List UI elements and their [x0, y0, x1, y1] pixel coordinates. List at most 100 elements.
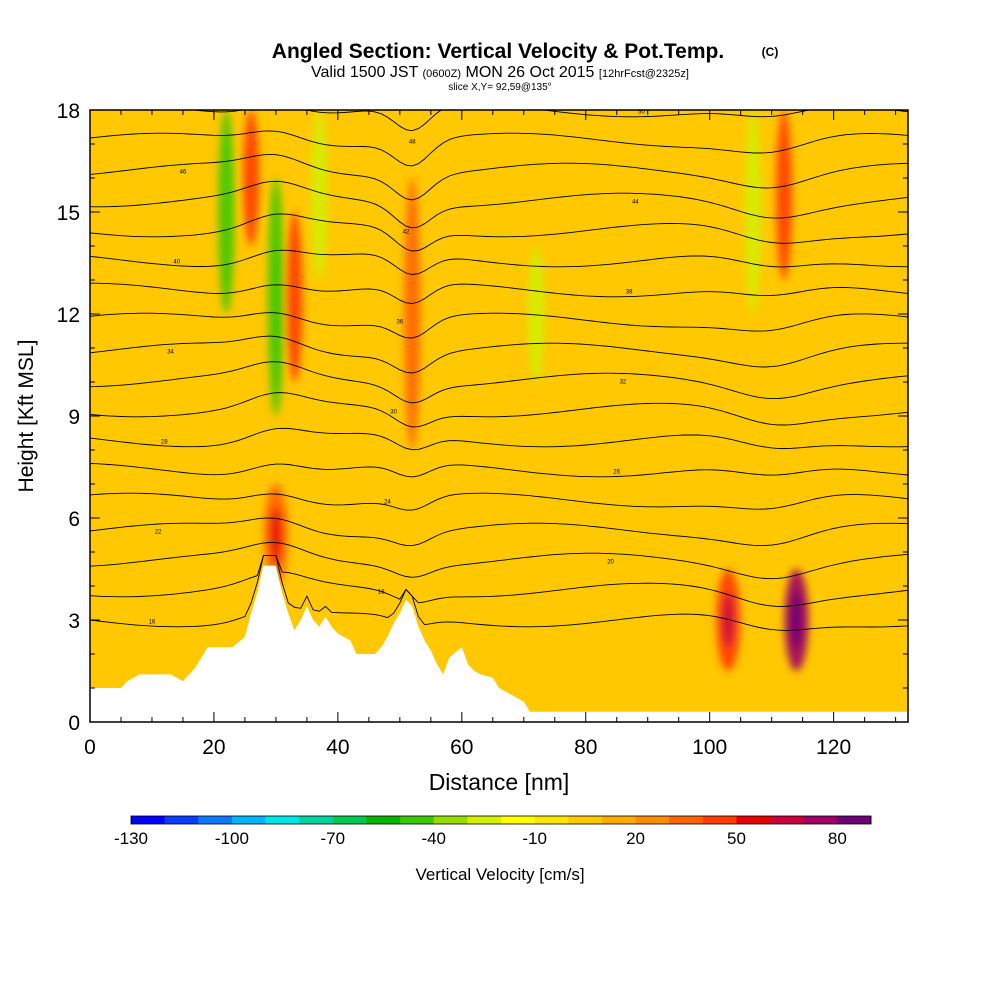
theta-contour-32	[90, 361, 908, 404]
colorbar-swatch	[231, 816, 267, 824]
x-tick-label: 100	[692, 736, 727, 759]
colorbar-swatch	[837, 816, 872, 824]
colorbar-swatch	[568, 816, 603, 824]
slice-label: slice X,Y= 92,59@135°	[448, 82, 551, 93]
colorbar-swatch	[164, 816, 199, 824]
velocity-features	[218, 110, 809, 671]
theta-contour-label: 48	[409, 139, 416, 145]
x-tick-label: 80	[574, 736, 597, 759]
colorbar-swatch	[265, 816, 300, 824]
colorbar-tick-label: -100	[215, 829, 249, 848]
y-tick-label: 3	[68, 610, 80, 633]
colorbar-tick-label: -70	[321, 829, 346, 848]
theta-contour-22	[90, 517, 908, 547]
y-tick-label: 15	[57, 202, 80, 225]
colorbar-swatch	[131, 816, 166, 824]
subtitle-date: MON 26 Oct 2015	[466, 64, 595, 81]
theta-contour-28	[90, 427, 908, 451]
x-tick-label: 20	[202, 736, 225, 759]
theta-contour-30	[90, 392, 908, 428]
theta-contour-label: 20	[607, 559, 614, 565]
theta-contour-label: 32	[620, 379, 627, 385]
theta-contour-label: 50	[638, 109, 645, 115]
velocity-feature-7	[745, 110, 762, 314]
theta-contour-36	[90, 312, 908, 339]
velocity-feature-core-9	[269, 506, 282, 564]
colorbar-swatch	[332, 816, 367, 824]
colorbar-frame	[130, 815, 872, 825]
colorbar-tick-label: 20	[626, 829, 645, 848]
theta-contour-label: 22	[155, 529, 162, 535]
theta-contour-label: 46	[180, 169, 187, 175]
velocity-field	[90, 110, 908, 722]
x-tick-label: 60	[450, 736, 473, 759]
colorbar-tick-label: 80	[828, 829, 847, 848]
velocity-feature-core-11	[790, 591, 803, 649]
theta-contour-label: 16	[149, 619, 156, 625]
colorbar-tick-label: 50	[727, 829, 746, 848]
theta-contour-label: 30	[390, 409, 397, 415]
theta-contour-16	[90, 554, 908, 631]
chart-title-unit: (C)	[762, 45, 779, 59]
colorbar-swatch	[198, 816, 233, 824]
x-tick-label: 40	[326, 736, 349, 759]
y-tick-label: 9	[68, 406, 80, 429]
y-tick-label: 6	[68, 508, 80, 531]
theta-contour-26	[90, 463, 908, 478]
colorbar-tick-label: -130	[114, 829, 148, 848]
colorbar-swatch	[433, 816, 468, 824]
colorbar-swatch	[601, 816, 637, 824]
colorbar-swatch	[702, 816, 737, 824]
velocity-feature-4	[311, 110, 328, 280]
theta-contour-40	[90, 249, 908, 275]
theta-contour-label: 24	[384, 499, 391, 505]
theta-contour-18	[90, 554, 908, 607]
theta-contour-label: 18	[378, 589, 385, 595]
colorbar-swatch	[299, 816, 334, 824]
theta-contour-label: 42	[403, 229, 410, 235]
theta-contour-48	[90, 130, 908, 167]
colorbar-swatch	[803, 816, 838, 824]
colorbar-swatch	[467, 816, 502, 824]
colorbar: -130 -100 -70 -40 -10 20 50 80	[114, 815, 872, 848]
subtitle-utc: (0600Z)	[423, 68, 462, 80]
velocity-feature-6	[528, 246, 545, 382]
y-axis-label: Height [Kft MSL]	[15, 340, 38, 493]
theta-contour-label: 26	[613, 469, 620, 475]
x-tick-label: 0	[84, 736, 96, 759]
theta-contour-label: 36	[397, 319, 404, 325]
colorbar-swatch	[736, 816, 771, 824]
colorbar-swatch	[534, 816, 569, 824]
theta-contour-20	[90, 542, 908, 580]
colorbar-swatch	[770, 816, 805, 824]
velocity-feature-0	[218, 110, 235, 314]
subtitle-valid: Valid 1500 JST	[311, 64, 419, 81]
colorbar-label: Vertical Velocity [cm/s]	[415, 865, 584, 884]
y-tick-label: 0	[68, 712, 80, 735]
velocity-feature-1	[243, 110, 260, 246]
subtitle-forecast: [12hrFcst@2325z]	[599, 68, 689, 80]
theta-contour-34	[90, 335, 908, 374]
terrain	[90, 565, 908, 722]
chart-title: Angled Section: Vertical Velocity & Pot.…	[272, 40, 724, 63]
theta-contours: 16 18 20 22 24 26 28 30 32 34 36 38 40 42 44 46 48 50	[90, 109, 908, 631]
colorbar-tick-label: -10	[522, 829, 547, 848]
velocity-feature-core-10	[722, 591, 735, 649]
velocity-feature-3	[286, 212, 303, 382]
colorbar-tick-label: -40	[421, 829, 446, 848]
y-tick-label: 12	[57, 304, 80, 327]
velocity-feature-8	[776, 110, 793, 280]
velocity-feature-2	[267, 178, 284, 416]
x-axis: 0 20 40 60 80 100 120	[84, 110, 897, 759]
theta-contour-38	[90, 282, 908, 304]
colorbar-swatch	[366, 816, 401, 824]
theta-contour-label: 34	[167, 349, 174, 355]
theta-contour-label: 44	[632, 199, 639, 205]
colorbar-swatch	[635, 816, 670, 824]
theta-contour-label: 40	[173, 259, 180, 265]
x-axis-label: Distance [nm]	[429, 769, 570, 795]
theta-contour-44	[90, 180, 908, 229]
x-tick-label: 120	[816, 736, 851, 759]
